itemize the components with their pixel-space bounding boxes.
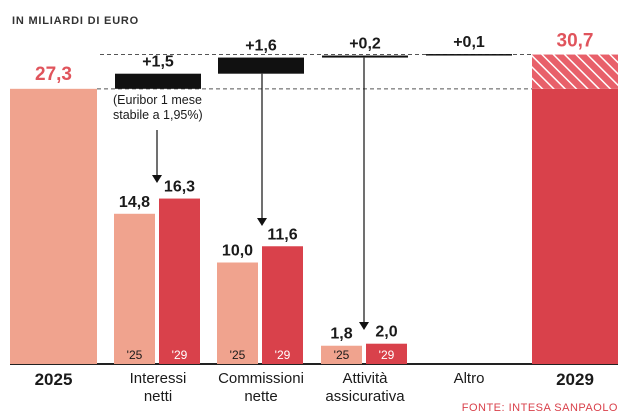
pair-bar-25-1 bbox=[114, 213, 155, 364]
delta-label-1: +1,5 bbox=[142, 54, 174, 71]
pair-year-25-2: '25 bbox=[230, 348, 246, 362]
source-label: FONTE: INTESA SANPAOLO bbox=[462, 402, 618, 414]
annotation-note: (Euribor 1 mese bbox=[113, 93, 202, 107]
pair-value-25-2: 10,0 bbox=[222, 243, 253, 260]
category-label-2: Commissioni bbox=[218, 370, 304, 387]
delta-bar-3 bbox=[322, 55, 408, 58]
bar-2025 bbox=[10, 88, 97, 364]
pair-value-29-1: 16,3 bbox=[164, 179, 195, 196]
pair-year-29-2: '29 bbox=[275, 348, 291, 362]
delta-bar-1 bbox=[115, 73, 201, 89]
category-label-4: Altro bbox=[454, 370, 485, 387]
value-2029: 30,7 bbox=[557, 31, 594, 52]
pair-bar-29-2 bbox=[262, 246, 303, 364]
delta-label-3: +0,2 bbox=[349, 36, 381, 53]
category-label-1: Interessi bbox=[130, 370, 187, 387]
pair-year-29-3: '29 bbox=[379, 348, 395, 362]
category-label-3: Attività bbox=[342, 370, 388, 387]
unit-label: IN MILIARDI DI EURO bbox=[12, 15, 139, 27]
delta-label-2: +1,6 bbox=[245, 38, 277, 55]
pair-bar-29-3 bbox=[366, 343, 407, 364]
category-label-3: assicurativa bbox=[325, 388, 405, 405]
category-label-1: netti bbox=[144, 388, 172, 405]
pair-value-29-3: 2,0 bbox=[375, 324, 397, 341]
bar-2029-increment bbox=[532, 54, 618, 89]
delta-bar-2 bbox=[218, 57, 304, 74]
delta-bar-4 bbox=[426, 54, 512, 56]
category-label-2: nette bbox=[244, 388, 277, 405]
arrow-head-2 bbox=[257, 218, 267, 226]
pair-year-25-3: '25 bbox=[334, 348, 350, 362]
value-2025: 27,3 bbox=[35, 64, 72, 85]
pair-year-29-1: '29 bbox=[172, 348, 188, 362]
annotation-note: stabile a 1,95%) bbox=[113, 108, 203, 122]
delta-label-4: +0,1 bbox=[453, 34, 485, 51]
pair-value-25-3: 1,8 bbox=[330, 326, 352, 343]
bar-2029 bbox=[532, 88, 618, 364]
pair-bar-25-2 bbox=[217, 262, 258, 364]
arrow-head-1 bbox=[152, 175, 162, 183]
pair-bar-29-1 bbox=[159, 198, 200, 364]
category-label-2029: 2029 bbox=[556, 370, 594, 389]
pair-year-25-1: '25 bbox=[127, 348, 143, 362]
arrow-head-3 bbox=[359, 322, 369, 330]
pair-value-25-1: 14,8 bbox=[119, 194, 150, 211]
pair-bar-25-3 bbox=[321, 345, 362, 364]
pair-value-29-2: 11,6 bbox=[267, 226, 297, 243]
category-label-2025: 2025 bbox=[35, 370, 73, 389]
